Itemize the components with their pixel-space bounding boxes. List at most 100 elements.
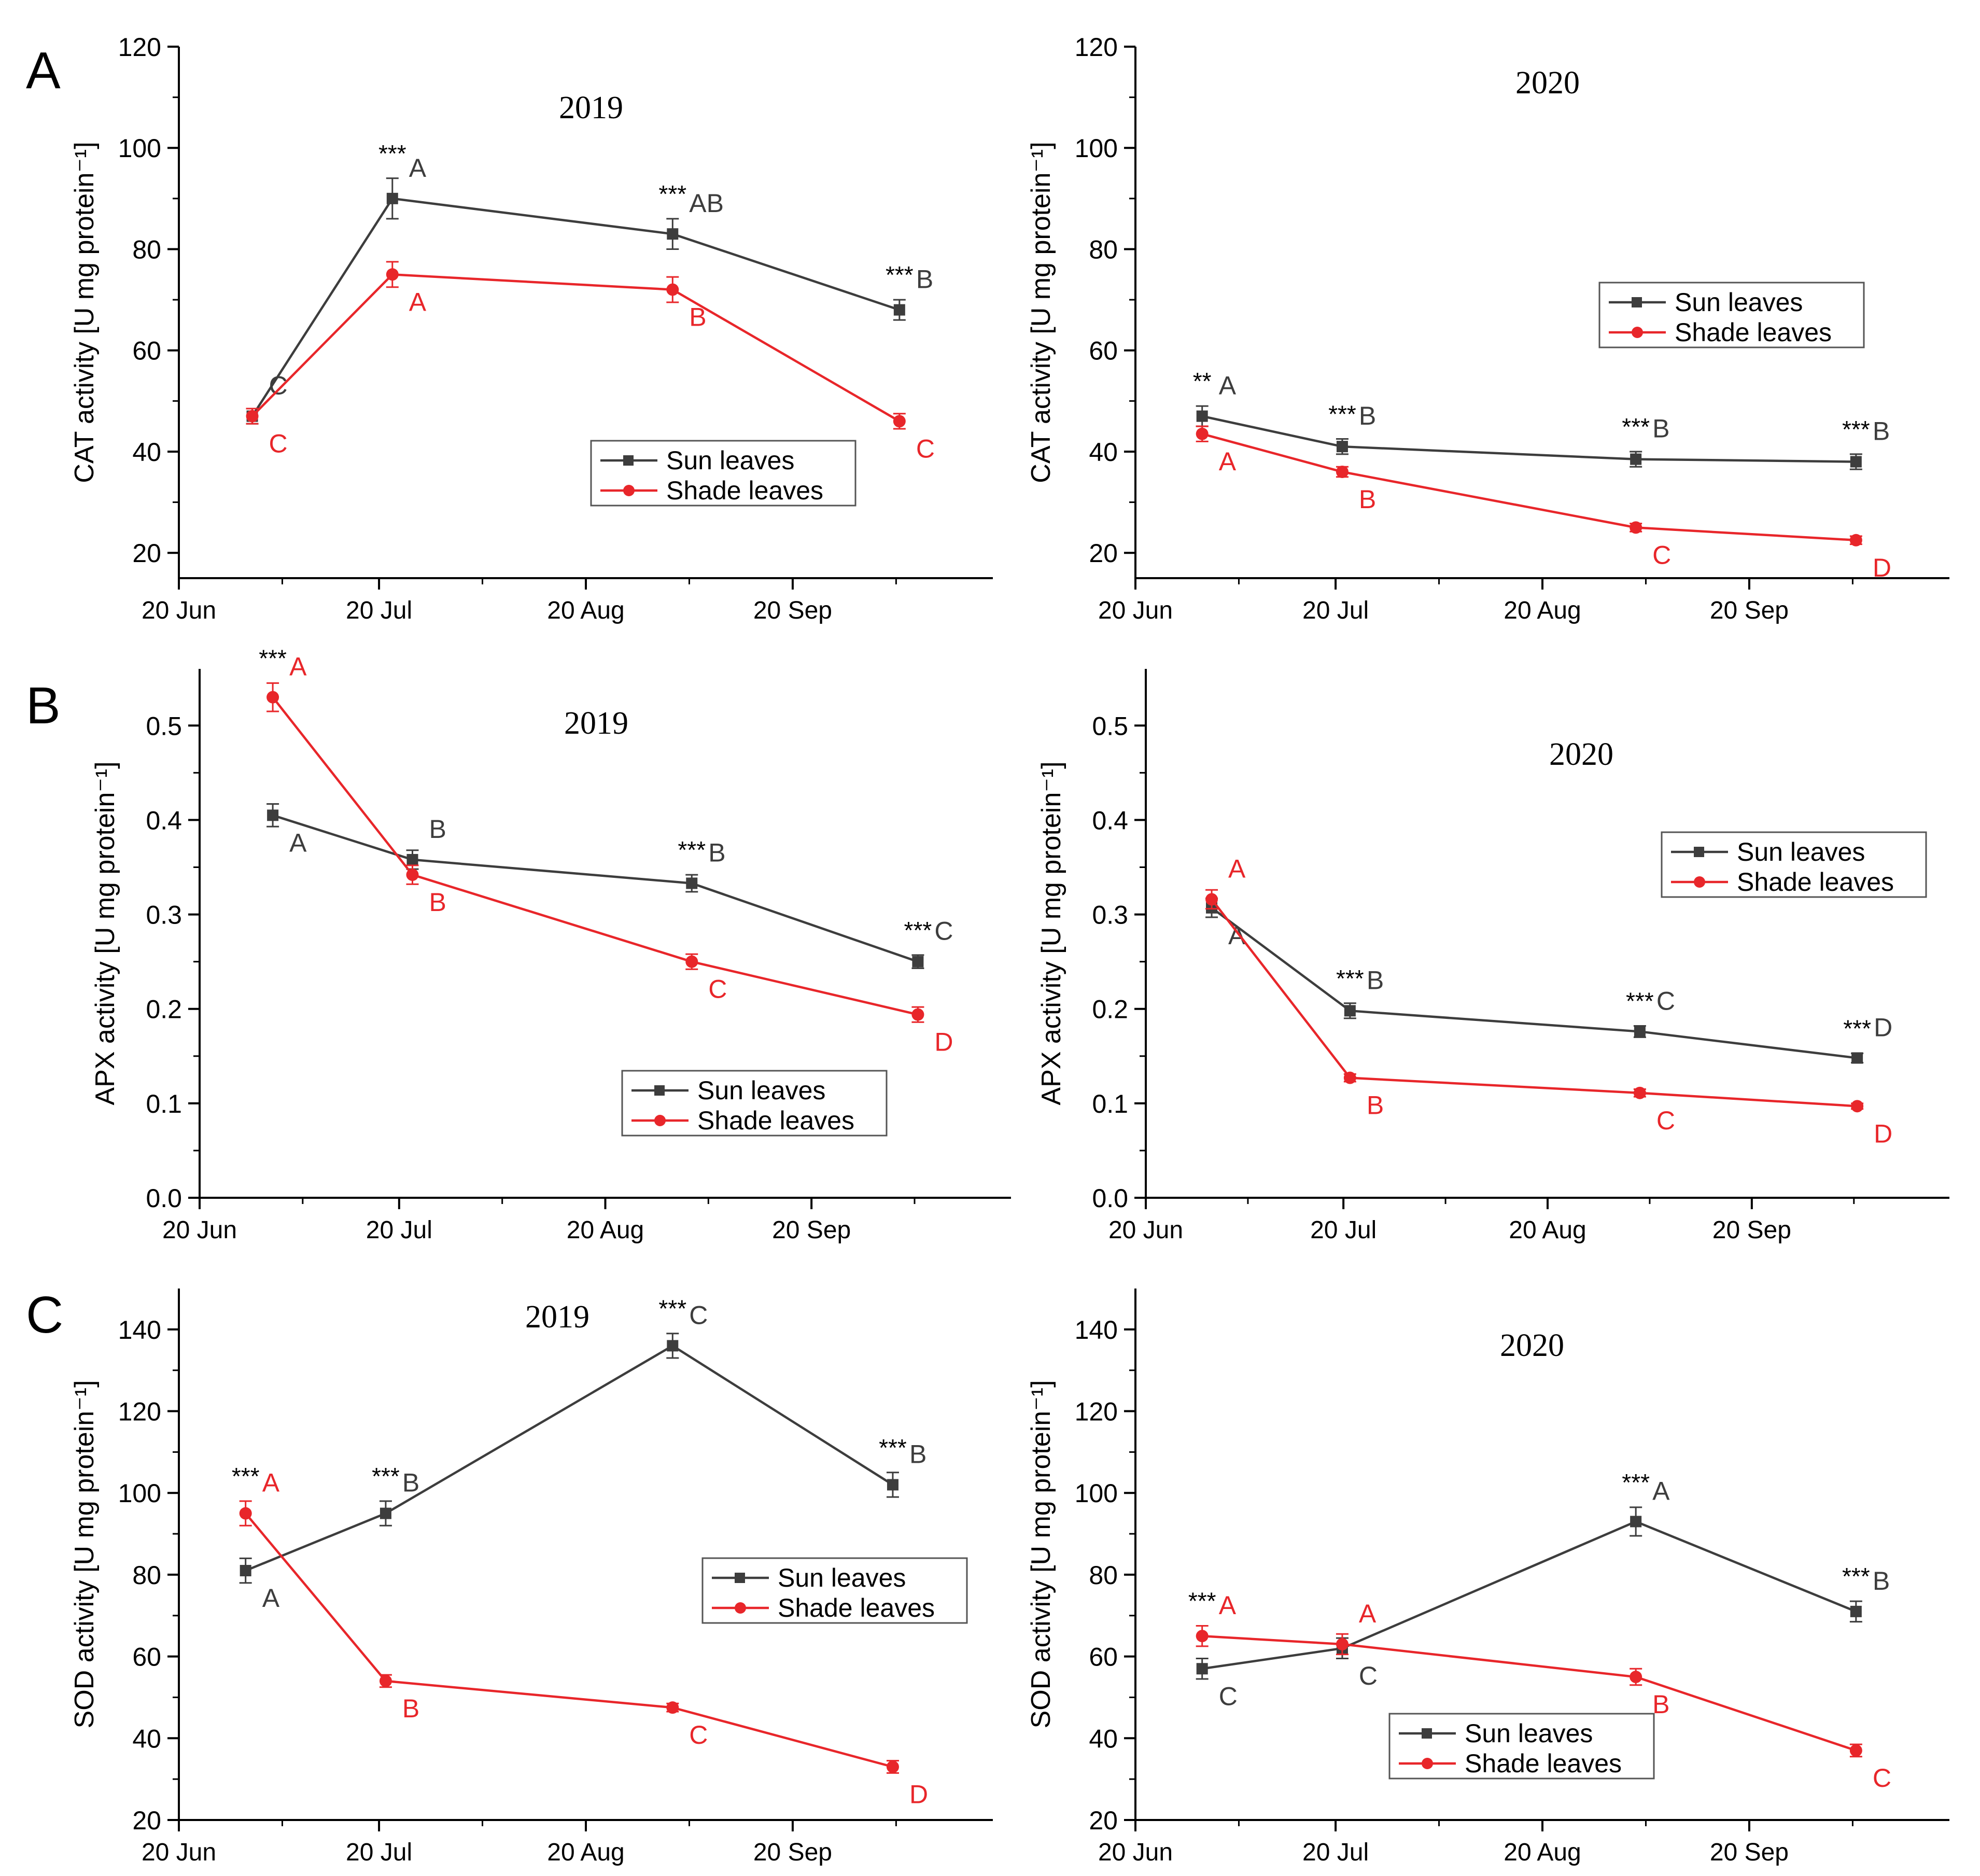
series-line-sun <box>245 1344 894 1572</box>
x-tick-label: 20 Aug <box>547 1839 624 1866</box>
letter-sun: C <box>689 1300 708 1329</box>
chart-title-2019: 2019 <box>559 90 623 125</box>
legend-label-sun: Sun leaves <box>1675 288 1803 317</box>
letter-sun: B <box>1359 401 1376 430</box>
legend-box <box>621 1070 888 1137</box>
letter-shade: C <box>1652 540 1671 569</box>
y-tick-label: 60 <box>1089 1643 1118 1672</box>
letter-shade: D <box>934 1028 953 1057</box>
point-shade <box>886 1760 899 1773</box>
letter-shade: C <box>269 429 288 458</box>
point-shade <box>246 410 259 423</box>
y-tick-label: 20 <box>132 1806 161 1835</box>
x-tick-label: 20 Jul <box>366 1216 432 1244</box>
letter-sun: B <box>402 1468 419 1497</box>
point-shade <box>1633 1086 1646 1099</box>
point-shade <box>1630 1671 1642 1684</box>
point-sun <box>1196 1663 1208 1675</box>
significance-stars: *** <box>1622 413 1650 440</box>
y-tick-label: 20 <box>1089 1806 1118 1835</box>
letter-sun: B <box>916 265 933 294</box>
point-sun <box>1850 456 1862 468</box>
letter-shade: B <box>1367 1091 1384 1120</box>
point-shade <box>1336 1637 1349 1650</box>
point-sun <box>267 809 279 821</box>
letter-shade: A <box>1219 1591 1237 1620</box>
y-tick-label: 140 <box>118 1315 161 1345</box>
y-tick-label: 0.2 <box>146 995 182 1024</box>
letter-shade: C <box>708 975 727 1004</box>
x-tick-label: 20 Jul <box>1302 597 1369 624</box>
y-tick-label: 0.5 <box>1092 711 1128 740</box>
legend-label-sun: Sun leaves <box>1465 1719 1593 1748</box>
legend-marker-shade <box>1694 876 1705 888</box>
point-sun <box>912 956 924 968</box>
letter-shade: B <box>1359 485 1376 514</box>
point-sun <box>380 1507 391 1519</box>
letter-shade: C <box>916 434 935 463</box>
point-sun <box>1851 1052 1863 1064</box>
series-line-sun <box>272 814 919 963</box>
letter-sun: C <box>1359 1661 1378 1690</box>
y-tick-label: 120 <box>118 1397 161 1426</box>
chart-title-2019: 2019 <box>564 706 628 741</box>
x-tick-label: 20 Jun <box>1098 1839 1173 1866</box>
point-sun <box>1344 1005 1356 1017</box>
point-sun <box>1336 441 1348 453</box>
series-line-sun <box>251 197 900 417</box>
point-shade <box>911 1008 924 1021</box>
y-tick-label: 20 <box>132 539 161 568</box>
legend-label-shade: Shade leaves <box>666 476 823 505</box>
series-line-shade <box>244 1513 893 1768</box>
point-shade <box>666 1701 679 1714</box>
point-shade <box>685 955 698 968</box>
significance-stars: *** <box>1842 416 1870 443</box>
y-tick-label: 0.0 <box>146 1184 182 1213</box>
chart-sod-2020: 20 40 60 80 100 120 140 20 Jun 20 Jul 20 Aug 20 Se… <box>1026 1289 1949 1866</box>
x-tick-label: 20 Jul <box>1310 1216 1377 1244</box>
point-sun <box>1630 453 1642 465</box>
legend-marker-sun <box>735 1573 745 1583</box>
series-line-sun <box>1202 415 1856 463</box>
legend-marker-shade <box>654 1115 666 1126</box>
chart-apx-2020: 0.0 0.1 0.2 0.3 0.4 0.5 20 Jun 20 Jul 20 Aug 20 S… <box>1036 669 1949 1244</box>
letter-sun: A <box>409 153 427 183</box>
letter-sun: B <box>708 838 725 867</box>
legend-box <box>1661 831 1927 898</box>
legend-marker-shade <box>623 485 635 496</box>
x-tick-label: 20 Jun <box>1108 1216 1183 1244</box>
chart-title-2020: 2020 <box>1515 65 1580 101</box>
y-tick-label: 0.1 <box>146 1089 182 1118</box>
point-shade <box>666 283 679 296</box>
series-line-sun <box>1202 1520 1857 1670</box>
significance-stars: *** <box>259 645 287 671</box>
y-tick-label: 80 <box>1089 235 1118 264</box>
letter-shade: B <box>1652 1690 1669 1719</box>
y-tick-label: 60 <box>1089 337 1118 366</box>
series-line-shade <box>272 696 918 1016</box>
y-tick-label: 120 <box>1075 1397 1118 1426</box>
point-shade <box>266 691 279 704</box>
letter-shade: A <box>1219 447 1237 476</box>
letter-sun: A <box>289 828 307 857</box>
point-shade <box>386 268 399 281</box>
letter-sun: A <box>1652 1476 1670 1505</box>
significance-stars: *** <box>378 140 406 167</box>
y-axis-label: CAT activity [U mg protein⁻¹] <box>69 142 100 483</box>
significance-stars: ** <box>1193 368 1212 395</box>
y-tick-label: 60 <box>132 1643 161 1672</box>
y-tick-label: 80 <box>132 1561 161 1590</box>
letter-sun: AB <box>689 189 724 218</box>
legend-marker-sun <box>1694 847 1704 857</box>
significance-stars: *** <box>1188 1587 1216 1614</box>
point-shade <box>893 415 906 428</box>
y-tick-label: 0.4 <box>1092 806 1128 835</box>
letter-shade: A <box>262 1468 280 1497</box>
letter-shade: C <box>1873 1763 1891 1793</box>
y-tick-label: 40 <box>132 1724 161 1753</box>
y-tick-label: 0.0 <box>1092 1184 1128 1213</box>
significance-stars: *** <box>1328 401 1356 428</box>
y-tick-label: 0.5 <box>146 711 182 740</box>
x-tick-label: 20 Sep <box>753 597 832 624</box>
